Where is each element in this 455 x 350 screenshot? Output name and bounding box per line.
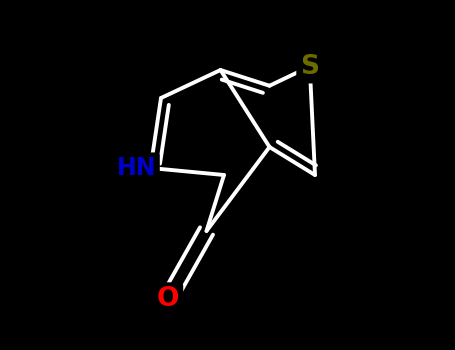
Text: O: O <box>157 286 179 312</box>
Text: HN: HN <box>117 156 156 180</box>
Text: S: S <box>300 54 319 79</box>
